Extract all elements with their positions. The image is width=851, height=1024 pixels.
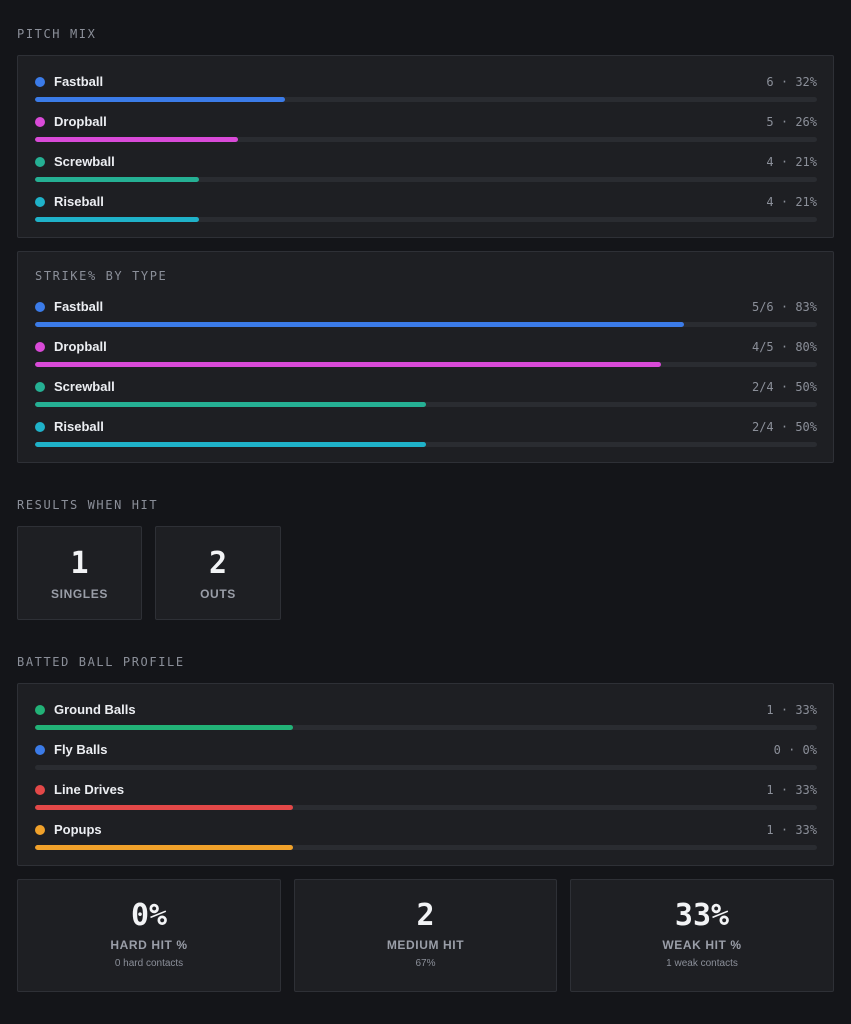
progress-fill (35, 177, 200, 182)
batted-ball-profile-card: Ground Balls 1 · 33% Fly Balls 0 · 0% Li… (17, 683, 834, 866)
batted-ball-profile-heading: BATTED BALL PROFILE (17, 655, 185, 669)
outs-value: 2 (208, 546, 228, 581)
singles-label: SINGLES (51, 587, 108, 601)
dropball-color-dot (35, 342, 45, 352)
pitch-mix-row-dropball: Dropball 5 · 26% (35, 112, 817, 152)
strike-stat: 5/6 · 83% (751, 300, 817, 314)
progress-track (35, 805, 817, 810)
screwball-color-dot (35, 157, 45, 167)
progress-track (35, 725, 817, 730)
pitch-name: Dropball (54, 339, 107, 354)
progress-fill (35, 845, 294, 850)
pitch-count-stat: 6 · 32% (766, 75, 817, 89)
pitch-name: Dropball (54, 114, 107, 129)
medium-hit-stat-box: 2 MEDIUM HIT 67% (294, 879, 557, 992)
batted-row-popups: Popups 1 · 33% (35, 820, 817, 860)
strike-stat: 4/5 · 80% (751, 340, 817, 354)
strike-row-fastball: Fastball 5/6 · 83% (35, 297, 817, 337)
riseball-color-dot (35, 422, 45, 432)
batted-row-ground-balls: Ground Balls 1 · 33% (35, 700, 817, 740)
pitch-count-stat: 4 · 21% (766, 195, 817, 209)
results-when-hit-heading: RESULTS WHEN HIT (17, 498, 159, 512)
progress-track (35, 322, 817, 327)
strike-row-screwball: Screwball 2/4 · 50% (35, 377, 817, 417)
line-drives-color-dot (35, 785, 45, 795)
progress-fill (35, 805, 294, 810)
batted-type-name: Popups (54, 822, 102, 837)
riseball-color-dot (35, 197, 45, 207)
hard-hit-sub: 0 hard contacts (114, 958, 184, 969)
strike-stat: 2/4 · 50% (751, 420, 817, 434)
screwball-color-dot (35, 382, 45, 392)
pitch-name: Screwball (54, 379, 115, 394)
progress-fill (35, 217, 200, 222)
hard-hit-stat-box: 0% HARD HIT % 0 hard contacts (17, 879, 281, 992)
strike-row-dropball: Dropball 4/5 · 80% (35, 337, 817, 377)
progress-fill (35, 442, 426, 447)
pitch-count-stat: 4 · 21% (766, 155, 817, 169)
pitch-mix-row-riseball: Riseball 4 · 21% (35, 192, 817, 232)
weak-hit-label: WEAK HIT % (662, 938, 742, 952)
progress-fill (35, 362, 661, 367)
progress-track (35, 845, 817, 850)
fly-balls-color-dot (35, 745, 45, 755)
pitch-mix-row-screwball: Screwball 4 · 21% (35, 152, 817, 192)
dropball-color-dot (35, 117, 45, 127)
progress-track (35, 442, 817, 447)
pitch-mix-heading: PITCH MIX (17, 27, 97, 41)
batted-type-name: Ground Balls (54, 702, 136, 717)
singles-value: 1 (70, 546, 89, 581)
pitch-count-stat: 5 · 26% (766, 115, 817, 129)
progress-track (35, 177, 817, 182)
batted-type-stat: 0 · 0% (773, 743, 817, 757)
strike-by-type-card: STRIKE% BY TYPE Fastball 5/6 · 83% Dropb… (17, 251, 834, 463)
progress-track (35, 217, 817, 222)
progress-track (35, 362, 817, 367)
progress-fill (35, 402, 426, 407)
progress-fill (35, 322, 685, 327)
batted-type-name: Line Drives (54, 782, 125, 797)
progress-track (35, 765, 817, 770)
weak-hit-value: 33% (674, 898, 730, 933)
pitch-name: Riseball (54, 194, 104, 209)
pitch-name: Screwball (54, 154, 115, 169)
progress-track (35, 137, 817, 142)
pitch-name: Riseball (54, 419, 104, 434)
strike-by-type-heading: STRIKE% BY TYPE (35, 269, 168, 283)
outs-label: OUTS (200, 587, 236, 601)
pitch-mix-row-fastball: Fastball 6 · 32% (35, 72, 817, 112)
batted-row-line-drives: Line Drives 1 · 33% (35, 780, 817, 820)
pitch-name: Fastball (54, 299, 104, 314)
hard-hit-label: HARD HIT % (110, 938, 188, 952)
popups-color-dot (35, 825, 45, 835)
batted-type-stat: 1 · 33% (766, 783, 817, 797)
fastball-color-dot (35, 77, 45, 87)
batted-row-fly-balls: Fly Balls 0 · 0% (35, 740, 817, 780)
batted-type-name: Fly Balls (54, 742, 108, 757)
progress-fill (35, 725, 294, 730)
pitch-mix-card: Fastball 6 · 32% Dropball 5 · 26% Screwb… (17, 55, 834, 238)
singles-stat-box: 1 SINGLES (17, 526, 142, 620)
batted-type-stat: 1 · 33% (766, 823, 817, 837)
medium-hit-sub: 67% (415, 958, 436, 969)
fastball-color-dot (35, 302, 45, 312)
batted-type-stat: 1 · 33% (766, 703, 817, 717)
outs-stat-box: 2 OUTS (155, 526, 281, 620)
progress-fill (35, 97, 286, 102)
medium-hit-label: MEDIUM HIT (386, 938, 465, 952)
strike-stat: 2/4 · 50% (751, 380, 817, 394)
progress-track (35, 97, 817, 102)
progress-track (35, 402, 817, 407)
medium-hit-value: 2 (416, 898, 435, 933)
strike-row-riseball: Riseball 2/4 · 50% (35, 417, 817, 457)
hard-hit-value: 0% (130, 898, 168, 933)
weak-hit-sub: 1 weak contacts (666, 958, 738, 969)
weak-hit-stat-box: 33% WEAK HIT % 1 weak contacts (570, 879, 834, 992)
ground-balls-color-dot (35, 705, 45, 715)
progress-fill (35, 137, 239, 142)
pitch-name: Fastball (54, 74, 104, 89)
